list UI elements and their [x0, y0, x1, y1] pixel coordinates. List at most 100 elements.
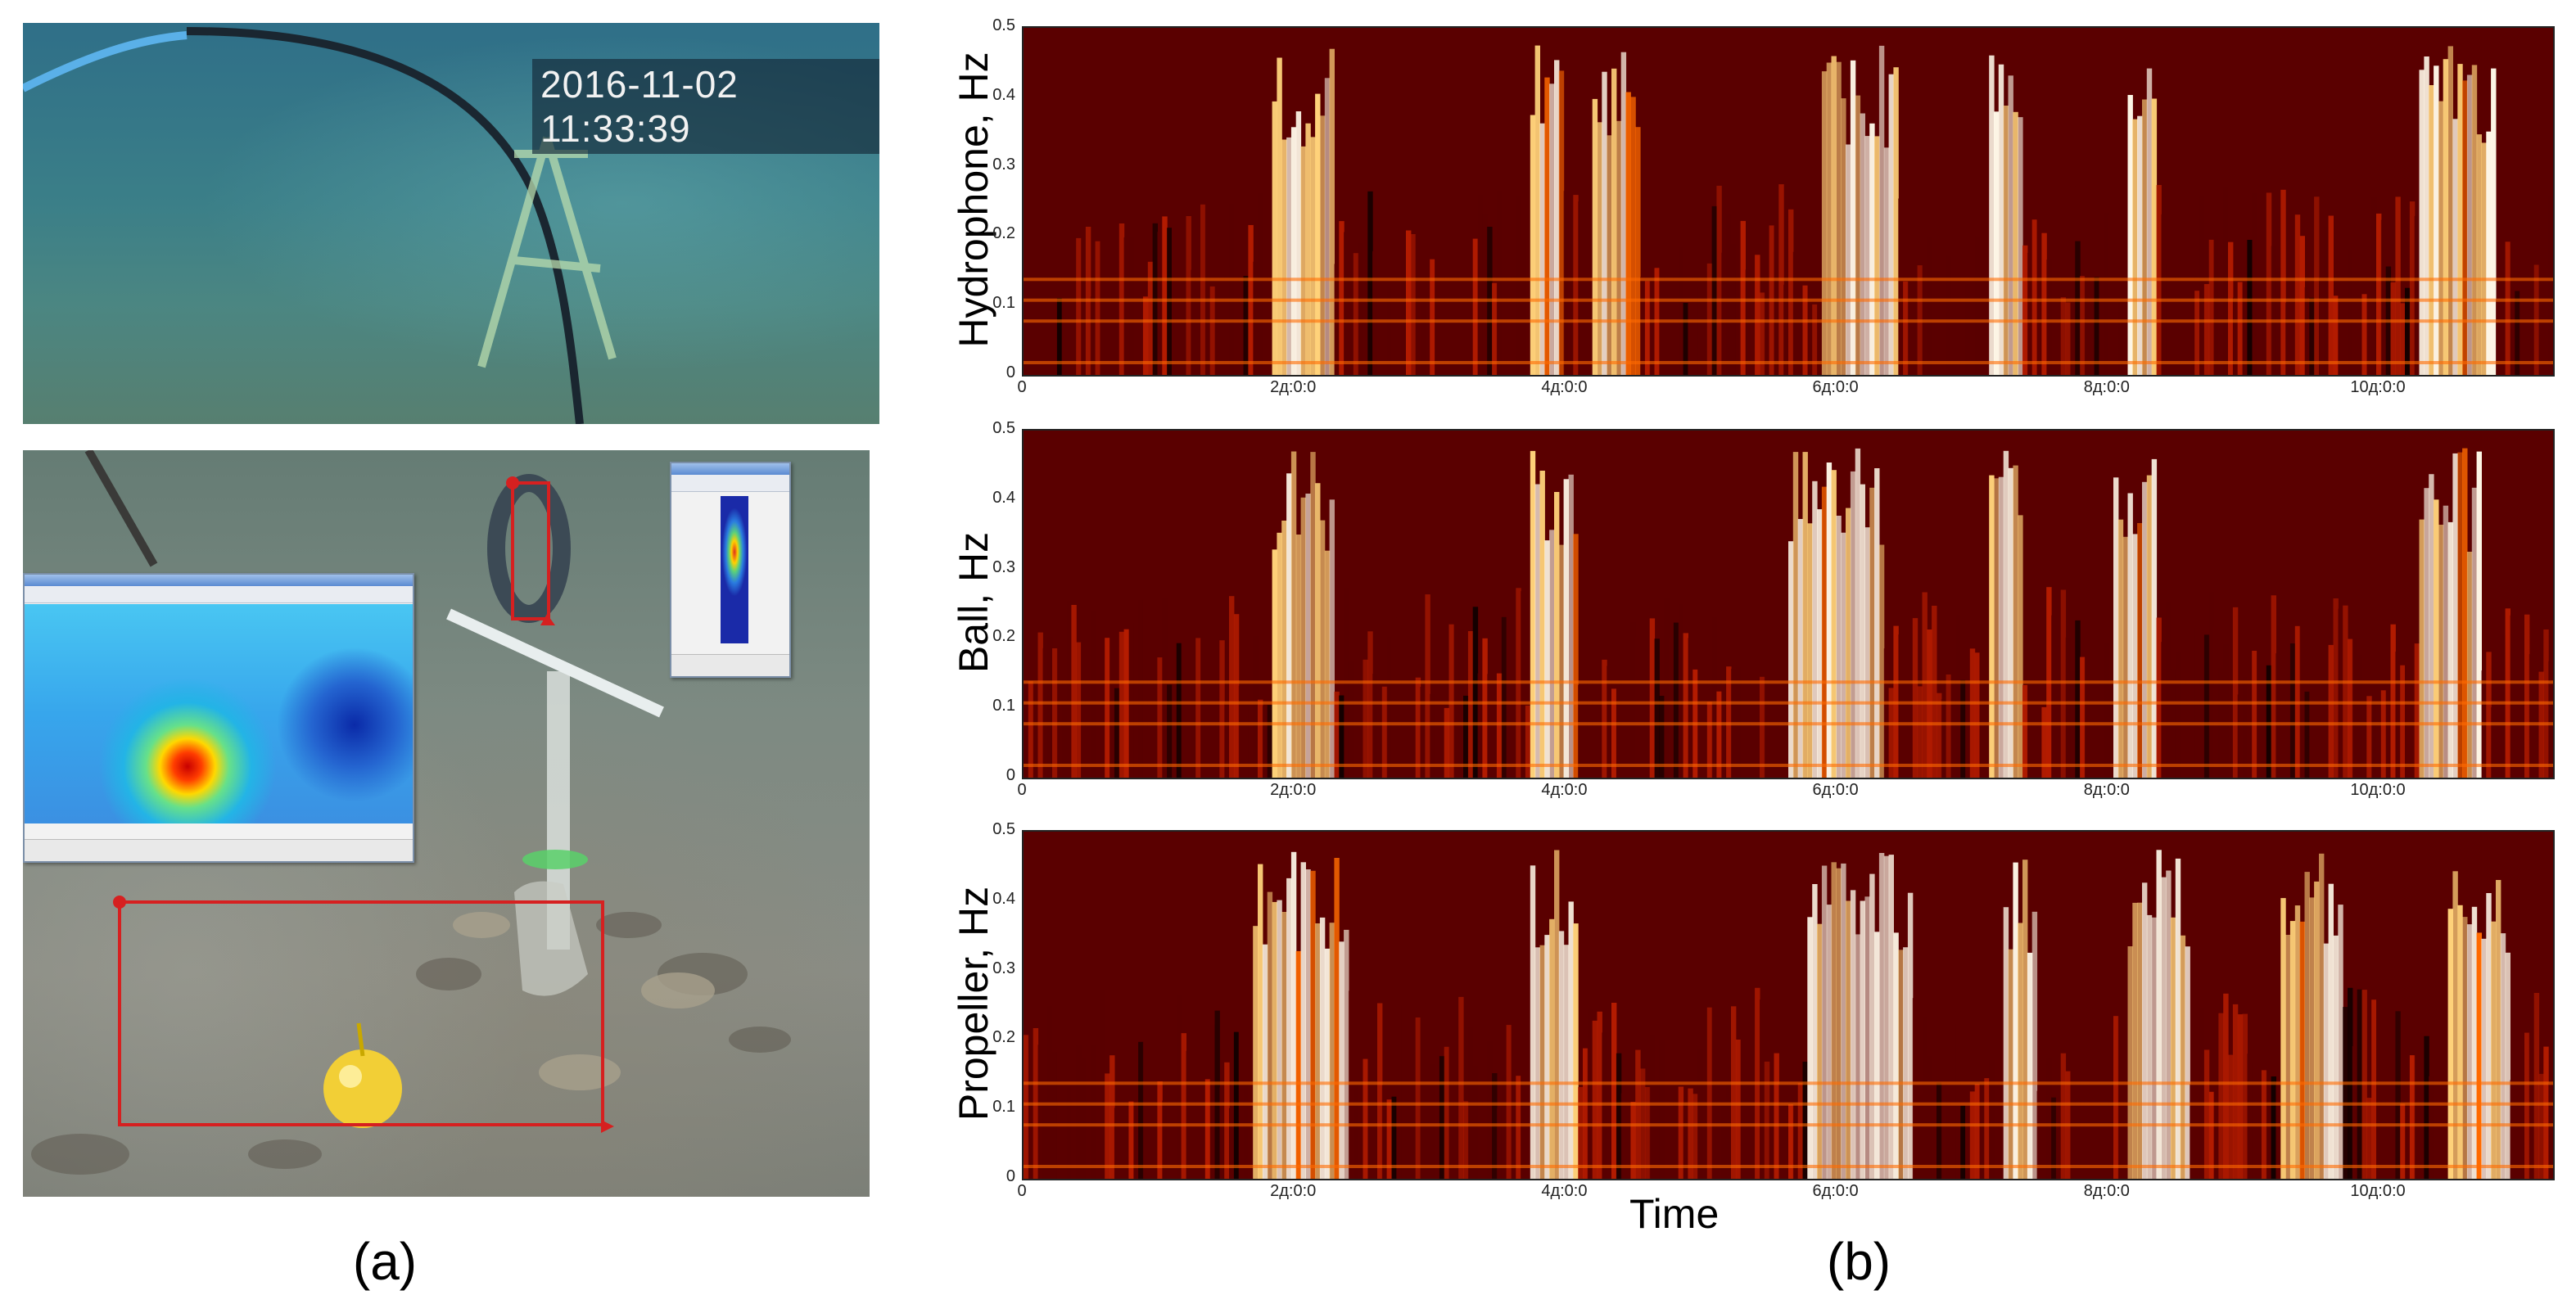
ball-energy-column	[1883, 648, 1890, 778]
hydrophone-energy-column	[1792, 251, 1799, 375]
hydrophone-energy-column	[2294, 214, 2301, 375]
ball-energy-column	[1702, 651, 1708, 778]
propeller-energy-column	[1883, 855, 1890, 1179]
hydrophone-energy-column	[1095, 241, 1100, 375]
ball-energy-column	[2075, 620, 2081, 778]
hydrophone-energy-column	[1258, 193, 1263, 375]
hydrophone-xtick-label: 8д:0:0	[2083, 378, 2130, 396]
propeller-energy-column	[1444, 1046, 1450, 1179]
ball-xtick-label: 10д:0:0	[2350, 781, 2406, 799]
directional-heatmap	[721, 496, 748, 643]
propeller-energy-column	[1965, 994, 1971, 1179]
ball-energy-column	[1922, 592, 1927, 778]
ball-energy-column	[2051, 615, 2057, 778]
propeller-energy-column	[2257, 1092, 2262, 1179]
propeller-energy-column	[2171, 917, 2176, 1179]
ball-energy-column	[2261, 691, 2267, 778]
ball-energy-column	[2466, 552, 2473, 778]
ball-energy-column	[1726, 666, 1732, 778]
ball-xtick-label: 8д:0:0	[2083, 781, 2130, 799]
hydrophone-energy-column	[1941, 205, 1947, 375]
propeller-energy-column	[2142, 882, 2148, 1179]
propeller-energy-column	[2500, 933, 2506, 1179]
ball-energy-column	[1673, 622, 1679, 778]
hydrophone-energy-column	[1998, 64, 2004, 375]
propeller-energy-column	[1534, 947, 1540, 1179]
hydrophone-energy-column	[2266, 192, 2272, 375]
propeller-energy-column	[2003, 907, 2009, 1179]
ball-energy-column	[1874, 468, 1880, 778]
ball-energy-column	[1147, 643, 1154, 778]
propeller-energy-column	[2481, 938, 2487, 1179]
hydrophone-energy-column	[2419, 70, 2425, 375]
hydrophone-energy-column	[1534, 45, 1540, 375]
propeller-energy-column	[1888, 855, 1894, 1179]
ball-energy-column	[1979, 616, 1985, 778]
hydrophone-energy-column	[1319, 115, 1326, 375]
propeller-energy-column	[2213, 1063, 2219, 1179]
ball-energy-column	[2462, 448, 2468, 778]
hydrophone-energy-column	[2137, 115, 2143, 375]
hydrophone-energy-column	[1573, 195, 1579, 375]
hydrophone-energy-column	[1640, 277, 1646, 375]
propeller-energy-column	[2194, 1036, 2200, 1179]
hydrophone-energy-column	[1554, 60, 1560, 375]
propeller-energy-column	[1635, 1049, 1641, 1179]
propeller-energy-column	[1778, 1084, 1784, 1179]
hydrophone-energy-column	[1186, 216, 1191, 375]
hydrophone-energy-column	[2299, 236, 2305, 375]
hydrophone-energy-column	[1024, 252, 1029, 375]
ball-energy-column	[2228, 607, 2234, 778]
propeller-energy-column	[1267, 891, 1273, 1179]
ball-energy-column	[2447, 521, 2453, 778]
ball-energy-column	[1630, 621, 1636, 778]
propeller-energy-column	[2371, 999, 2377, 1179]
hydrophone-energy-column	[1563, 191, 1569, 375]
propeller-energy-column	[2294, 905, 2301, 1179]
hydrophone-energy-column	[2080, 276, 2086, 375]
hydrophone-energy-column	[2390, 282, 2396, 375]
ball-energy-column	[1191, 685, 1196, 778]
ball-harmonic-band	[1024, 680, 2553, 684]
hydrophone-energy-column	[1109, 195, 1115, 375]
propeller-energy-column	[2137, 902, 2143, 1179]
hydrophone-energy-column	[2457, 64, 2463, 375]
propeller-energy-column	[1846, 900, 1851, 1179]
propeller-energy-column	[1864, 896, 1870, 1179]
ball-energy-column	[1262, 706, 1268, 778]
hydrophone-energy-column	[1123, 237, 1129, 375]
propeller-energy-column	[1989, 1059, 1995, 1179]
ball-energy-column	[1534, 484, 1540, 778]
hydrophone-energy-column	[1214, 190, 1220, 375]
hydrophone-energy-column	[2252, 192, 2257, 375]
propeller-energy-column	[2390, 1016, 2396, 1179]
video-timestamp: 2016-11-02 11:33:39	[532, 59, 879, 154]
ball-energy-column	[1095, 680, 1100, 778]
hydrophone-spectrogram-svg	[1024, 28, 2553, 375]
ball-energy-column	[1463, 695, 1469, 778]
ball-energy-column	[2156, 617, 2162, 778]
hydrophone-energy-column	[2314, 196, 2320, 375]
hydrophone-energy-column	[2476, 134, 2482, 375]
propeller-energy-column	[1941, 1049, 1947, 1179]
propeller-energy-column	[1133, 1092, 1139, 1179]
ball-energy-column	[1157, 657, 1163, 778]
propeller-energy-column	[1290, 851, 1297, 1179]
propeller-energy-column	[1578, 1086, 1584, 1179]
hydrophone-energy-column	[1611, 68, 1617, 375]
ball-energy-column	[1969, 648, 1976, 778]
hydrophone-energy-column	[2104, 212, 2109, 375]
hydrophone-energy-column	[1683, 303, 1688, 375]
propeller-energy-column	[1353, 1085, 1359, 1179]
ball-energy-column	[2371, 701, 2377, 778]
ball-ytick-label: 0	[1006, 766, 1015, 784]
hydrophone-energy-column	[2452, 119, 2458, 375]
hydrophone-energy-column	[1056, 298, 1063, 375]
ball-energy-column	[1817, 509, 1823, 778]
hydrophone-energy-column	[2022, 245, 2028, 375]
hydrophone-harmonic-band	[1024, 319, 2553, 323]
hydrophone-energy-column	[2242, 246, 2248, 375]
propeller-energy-column	[2099, 1040, 2104, 1179]
ball-energy-column	[2041, 706, 2047, 778]
hydrophone-energy-column	[2409, 201, 2416, 375]
